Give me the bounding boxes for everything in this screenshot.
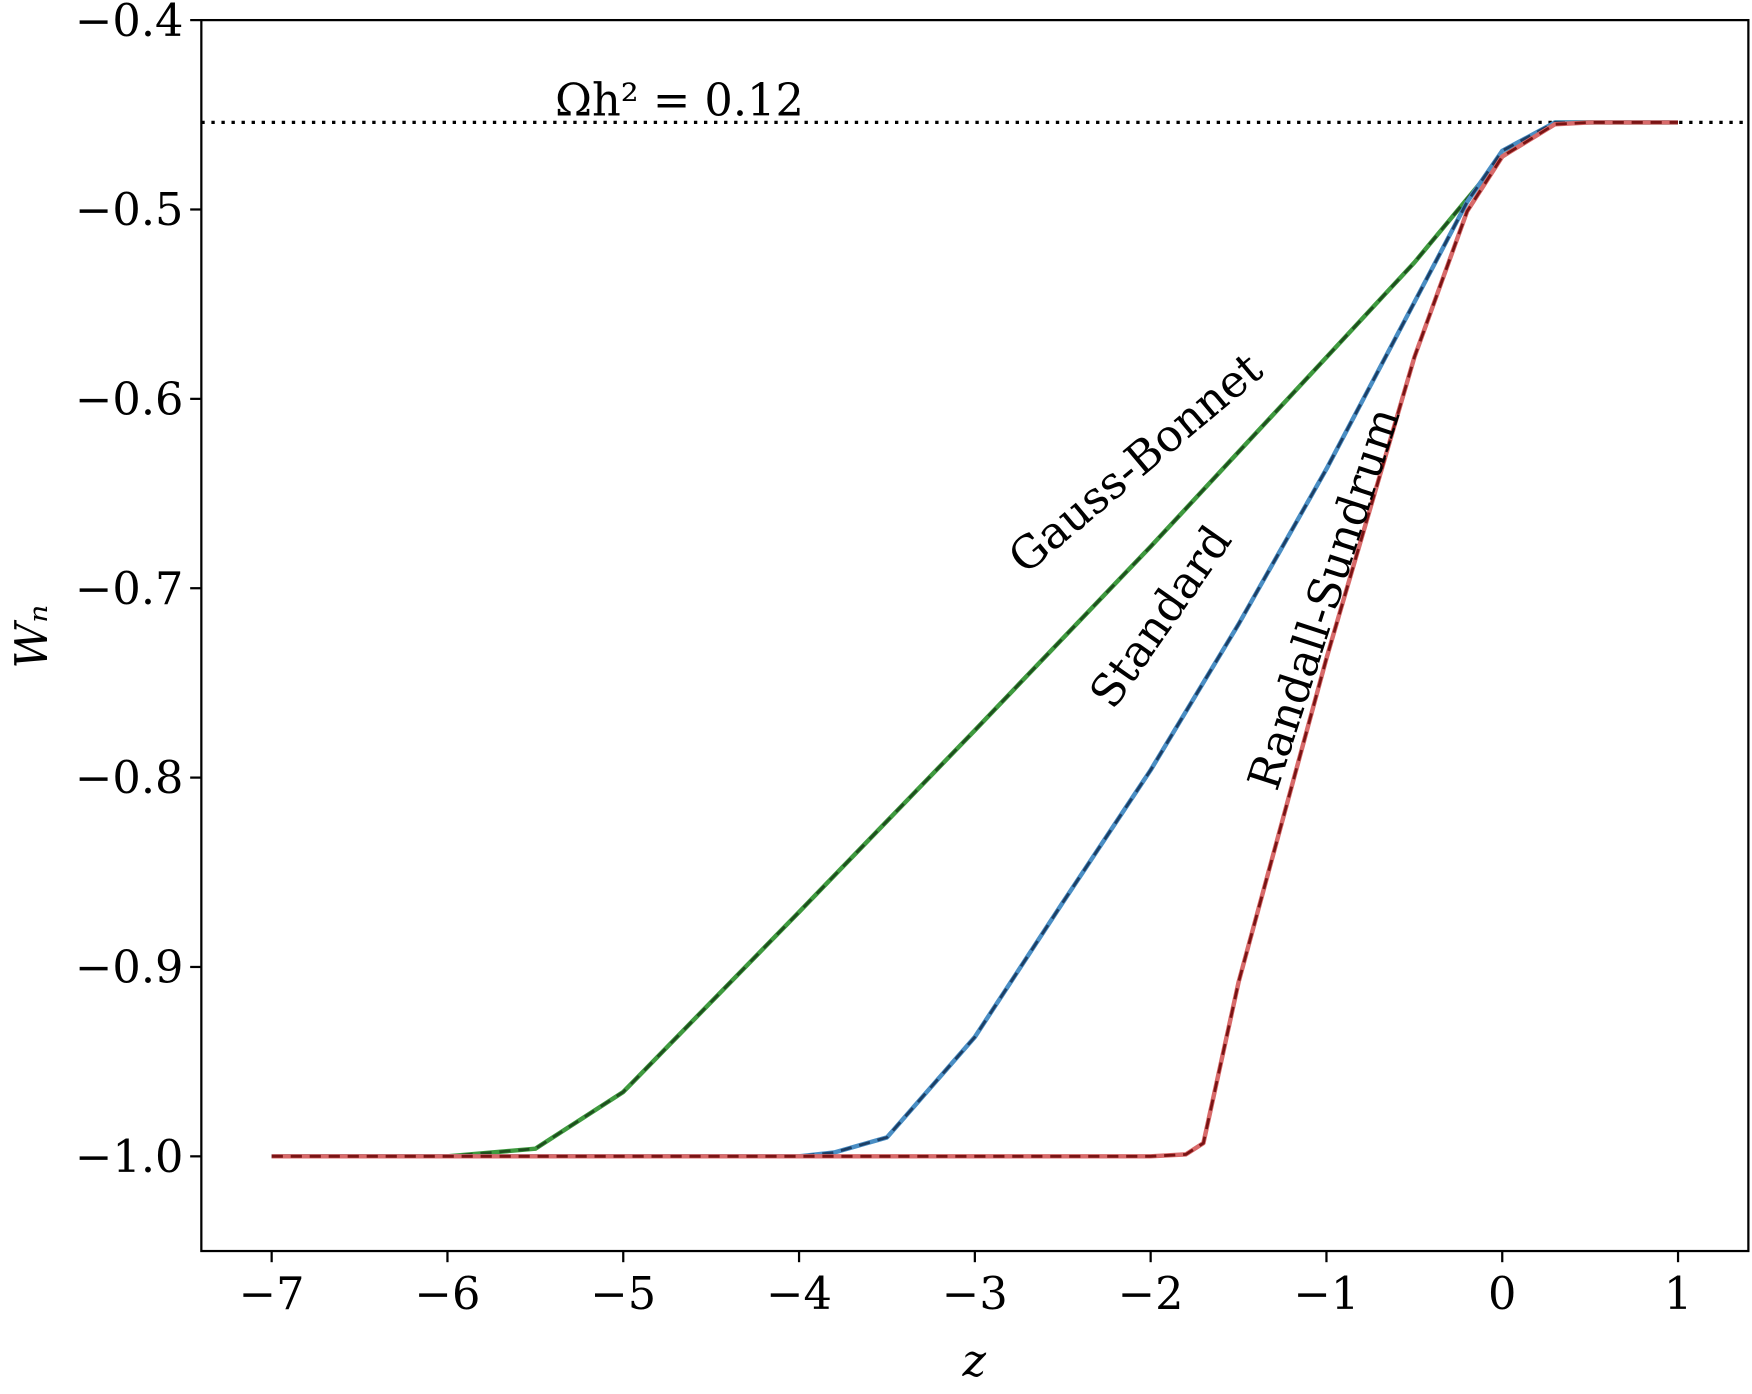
x-tick-label: −3 — [942, 1268, 1008, 1320]
line-dashed — [271, 121, 1678, 1158]
annotation: Ωh² = 0.12 — [555, 75, 804, 127]
x-tick-label: −2 — [1118, 1268, 1184, 1320]
line-dashed — [271, 121, 1678, 1158]
x-axis-label: z — [962, 1335, 987, 1387]
x-tick-label: −1 — [1294, 1268, 1360, 1320]
line — [271, 120, 1678, 1159]
y-tick-label: −1.0 — [75, 1131, 183, 1183]
series-label: Standard — [1080, 516, 1243, 717]
y-tick-label: −0.8 — [75, 752, 183, 804]
x-tick-label: −6 — [415, 1268, 481, 1320]
x-tick-label: −7 — [239, 1268, 305, 1320]
y-tick-label: −0.4 — [75, 0, 183, 47]
x-tick-label: 0 — [1488, 1268, 1516, 1320]
y-tick-label: −0.7 — [75, 563, 183, 615]
series-label: Randall-Sundrum — [1238, 401, 1410, 796]
line — [271, 120, 1678, 1159]
y-tick-label: −0.5 — [75, 184, 183, 236]
x-tick-label: 1 — [1664, 1268, 1692, 1320]
plot-frame — [200, 18, 1750, 1253]
y-tick-label: −0.9 — [75, 942, 183, 994]
y-axis-label: Wₙ — [6, 605, 58, 669]
y-tick-label: −0.6 — [75, 373, 183, 425]
x-tick-label: −5 — [590, 1268, 656, 1320]
x-tick-label: −4 — [766, 1268, 832, 1320]
line-dashed — [271, 121, 1678, 1158]
line — [271, 120, 1678, 1159]
